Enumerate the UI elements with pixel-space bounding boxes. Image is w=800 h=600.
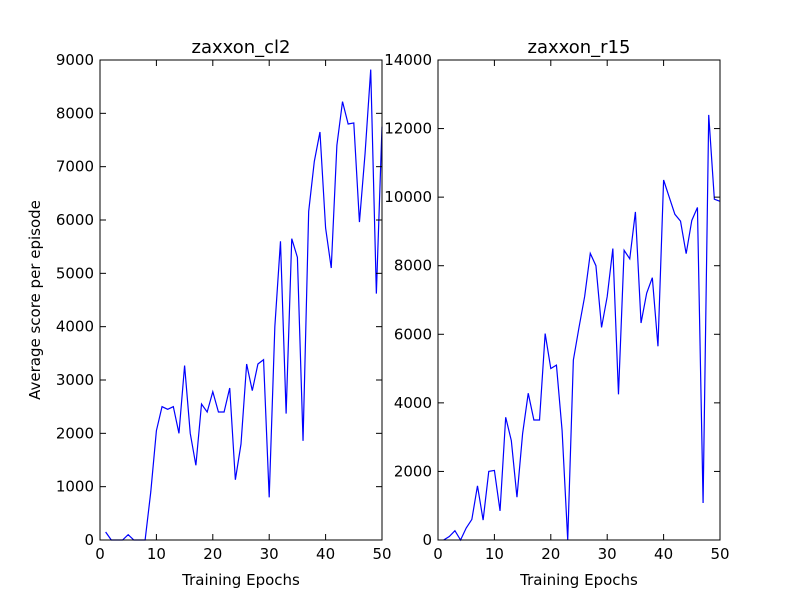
y-tick-label: 0 [84, 531, 94, 549]
x-tick-label: 20 [541, 545, 560, 563]
chart-title: zaxxon_r15 [528, 37, 631, 58]
x-tick-label: 10 [147, 545, 166, 563]
series-line [443, 114, 721, 542]
y-tick-label: 6000 [56, 211, 94, 229]
y-tick-label: 8000 [56, 104, 94, 122]
x-tick-label: 40 [654, 545, 673, 563]
y-tick-label: 9000 [56, 51, 94, 69]
y-tick-label: 0 [422, 531, 432, 549]
y-tick-label: 10000 [384, 188, 432, 206]
y-tick-label: 4000 [394, 394, 432, 412]
y-tick-label: 7000 [56, 158, 94, 176]
axes-frame [99, 59, 383, 541]
subplot-2: 0 10 20 30 40 50 0 2000 4000 6000 8000 10000 12000 14… [384, 37, 729, 589]
series-line [105, 69, 383, 541]
y-tick-label: 14000 [384, 51, 432, 69]
x-tick-label: 40 [316, 545, 335, 563]
y-tick-label: 1000 [56, 478, 94, 496]
y-axis-label: Average score per episode [26, 200, 44, 400]
chart-title: zaxxon_cl2 [192, 37, 291, 58]
subplot-1: 0 10 20 30 40 50 0 1000 2000 3000 4000 5000 6000 7000… [26, 37, 392, 589]
x-tick-label: 30 [598, 545, 617, 563]
x-tick-label: 20 [203, 545, 222, 563]
axes-frame [437, 59, 721, 541]
y-tick-label: 6000 [394, 325, 432, 343]
y-tick-label: 2000 [56, 424, 94, 442]
x-tick-label: 0 [95, 545, 105, 563]
y-tick-label: 5000 [56, 264, 94, 282]
x-tick-label: 50 [710, 545, 729, 563]
y-tick-label: 12000 [384, 120, 432, 138]
x-tick-label: 0 [433, 545, 443, 563]
y-tick-label: 4000 [56, 318, 94, 336]
y-tick-label: 2000 [394, 462, 432, 480]
x-tick-label: 30 [260, 545, 279, 563]
x-tick-label: 50 [372, 545, 391, 563]
x-axis-label: Training Epochs [181, 571, 300, 589]
x-axis-label: Training Epochs [519, 571, 638, 589]
y-tick-label: 8000 [394, 257, 432, 275]
x-tick-label: 10 [485, 545, 504, 563]
y-tick-label: 3000 [56, 371, 94, 389]
